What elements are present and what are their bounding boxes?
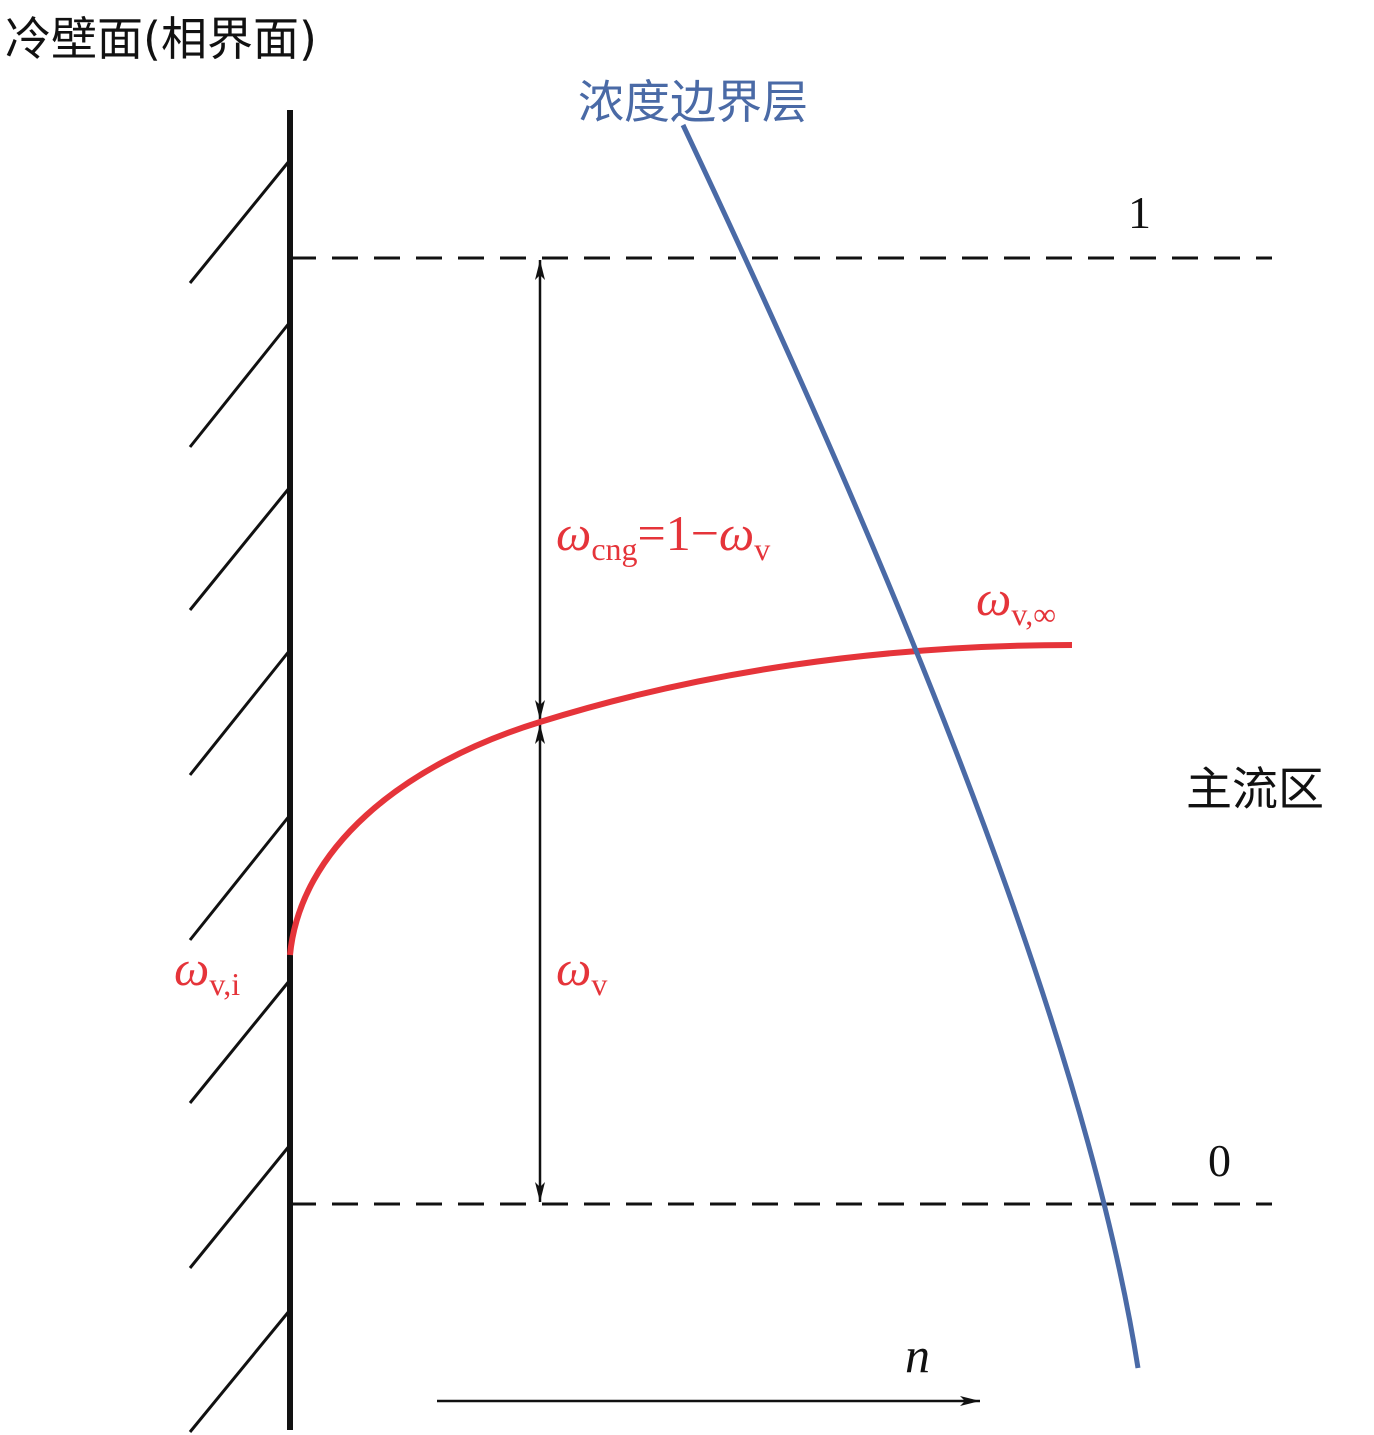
vapor-concentration-curve	[287, 642, 1073, 956]
omega-v-label: ωv	[556, 940, 607, 1002]
level-0-label: 0	[1208, 1135, 1231, 1186]
main-flow-label: 主流区	[1186, 762, 1324, 816]
boundary-layer-label: 浓度边界层	[578, 75, 808, 129]
normal-direction-label: n	[905, 1327, 930, 1383]
boundary-layer-curve	[680, 123, 1141, 1369]
omega-v-i-label: ωv,i	[174, 940, 240, 1002]
wall-title: 冷壁面(相界面)	[5, 12, 317, 66]
wall-hatching	[188, 159, 292, 1433]
omega-cng-label: ωcng=1−ωv	[556, 505, 770, 567]
level-1-label: 1	[1128, 187, 1151, 238]
omega-v-inf-label: ωv,∞	[976, 570, 1056, 632]
